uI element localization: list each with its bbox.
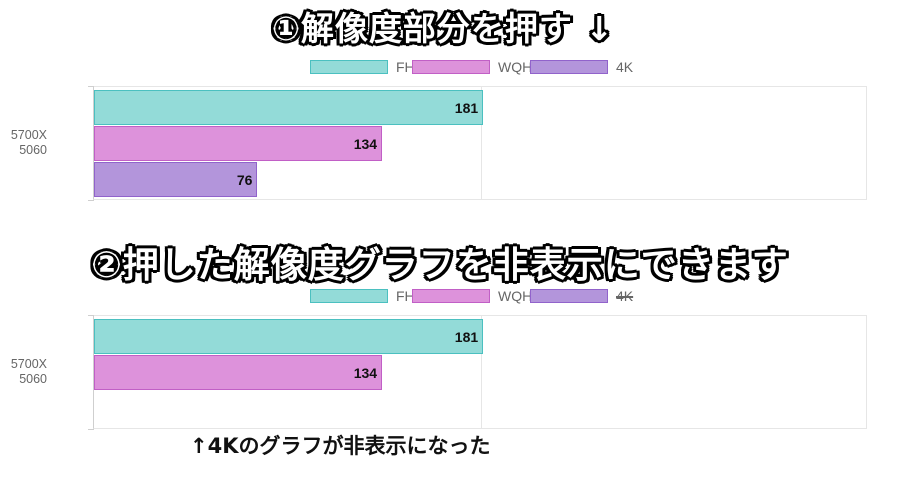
- chart-top: FHD WQHD 4K 5700X 5060 181 134 76: [0, 54, 900, 204]
- legend-label: 4K: [616, 59, 634, 75]
- step2-heading: ②押した解像度グラフを非表示にできます: [91, 245, 789, 286]
- bar-wqhd[interactable]: 134: [94, 126, 383, 161]
- chart-bottom: FHD WQHD 4K 5700X 5060 181 134: [0, 283, 900, 433]
- bar-value-label: 134: [353, 364, 378, 381]
- step1-heading: ①解像度部分を押す ↓: [271, 9, 615, 48]
- plot-area: 5700X 5060 181 134 76: [11, 86, 867, 201]
- axis-tick: [88, 200, 94, 201]
- plot-area: 5700X 5060 181 134: [11, 315, 867, 430]
- gridline: [481, 87, 482, 199]
- axis-tick: [88, 315, 94, 316]
- legend-swatch: [310, 289, 388, 303]
- axis-tick: [88, 429, 94, 430]
- axis-tick: [88, 86, 94, 87]
- bar-value-label: 134: [353, 135, 378, 152]
- bar-value-label: 181: [454, 99, 479, 116]
- bar-4k[interactable]: 76: [94, 162, 258, 197]
- bar-fhd[interactable]: 181: [94, 319, 484, 354]
- chart-legend: FHD WQHD 4K: [0, 287, 900, 311]
- legend-label: 4K: [616, 288, 634, 304]
- legend-swatch: [530, 60, 608, 74]
- legend-swatch: [412, 289, 490, 303]
- category-label: 5700X 5060: [10, 128, 47, 157]
- gridline: [481, 316, 482, 428]
- legend-swatch: [412, 60, 490, 74]
- legend-swatch: [310, 60, 388, 74]
- category-label: 5700X 5060: [10, 357, 47, 386]
- bar-value-label: 181: [454, 328, 479, 345]
- chart-legend: FHD WQHD 4K: [0, 58, 900, 82]
- bar-wqhd[interactable]: 134: [94, 355, 383, 390]
- bar-fhd[interactable]: 181: [94, 90, 484, 125]
- footnote-caption: ↑4Kのグラフが非表示になった: [190, 434, 491, 458]
- legend-swatch: [530, 289, 608, 303]
- bar-value-label: 76: [236, 171, 253, 188]
